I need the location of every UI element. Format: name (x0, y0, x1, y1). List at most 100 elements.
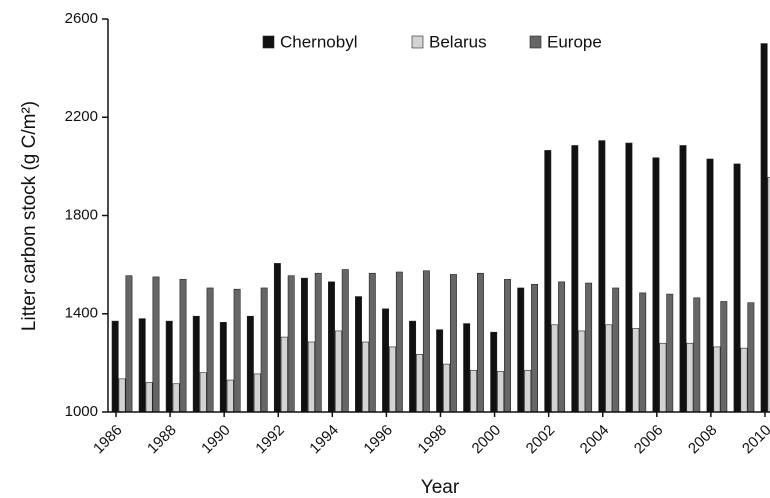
bar (368, 272, 376, 413)
bar (463, 323, 471, 413)
bar (246, 315, 254, 413)
legend-label: Chernobyl (280, 32, 358, 51)
bar (767, 177, 770, 413)
y-axis-title: Litter carbon stock (g C/m²) (19, 101, 40, 331)
bar (598, 140, 606, 413)
bar (334, 330, 342, 413)
bar (477, 272, 484, 413)
x-tick-label: 2010 (739, 422, 770, 458)
bar (253, 373, 261, 413)
bar (720, 301, 728, 413)
bar (199, 372, 207, 413)
bar (300, 277, 308, 413)
bar (639, 292, 647, 413)
bar (287, 275, 295, 413)
bar (625, 142, 633, 413)
bar (679, 145, 687, 413)
bar (632, 328, 640, 413)
bar (551, 324, 559, 413)
bar (307, 341, 315, 413)
bar (273, 263, 281, 413)
x-tick-label: 1998 (414, 422, 450, 458)
x-tick-label: 1992 (252, 422, 288, 458)
legend-label: Belarus (429, 32, 487, 51)
bar (659, 342, 667, 413)
bar (449, 274, 457, 413)
bar (388, 346, 396, 413)
bar (531, 283, 539, 413)
bar (578, 330, 586, 413)
bar (443, 363, 450, 413)
x-tick-label: 1990 (198, 422, 234, 458)
bar (605, 324, 613, 413)
bar (470, 369, 478, 413)
bar (145, 382, 153, 413)
bar (585, 282, 593, 413)
bar (490, 331, 498, 413)
bar (382, 308, 389, 413)
bar (693, 297, 701, 413)
x-tick-label: 2000 (469, 422, 505, 458)
x-tick-label: 2002 (523, 422, 559, 458)
x-tick-label: 1996 (360, 422, 396, 458)
bar (409, 320, 417, 413)
bar (355, 296, 362, 413)
bar (504, 279, 511, 413)
bar (206, 287, 214, 413)
bar (111, 320, 119, 413)
bar (219, 322, 227, 413)
legend-label: Europe (547, 32, 602, 51)
bar (760, 43, 768, 413)
bar (571, 145, 579, 413)
bar (747, 302, 755, 413)
x-tick-label: 1988 (144, 422, 180, 458)
x-tick-label: 2006 (631, 422, 667, 458)
legend-swatch (411, 35, 424, 49)
bar (280, 336, 288, 413)
bar (706, 158, 714, 413)
bar (125, 275, 133, 413)
bar (612, 287, 620, 413)
bar (165, 320, 173, 413)
y-tick-label: 2600 (65, 10, 98, 27)
x-axis-title: Year (421, 477, 460, 498)
bar (341, 269, 349, 413)
bar (517, 287, 525, 413)
x-tick-label: 2004 (577, 422, 613, 458)
bar (138, 318, 146, 413)
bar (314, 272, 322, 413)
bar (497, 371, 505, 413)
bar (152, 276, 160, 413)
bar (686, 342, 694, 413)
bar (172, 383, 180, 413)
bar (713, 346, 721, 413)
bar (192, 315, 200, 413)
bar (666, 293, 674, 413)
bar (395, 271, 403, 413)
bar (179, 279, 187, 413)
bar (422, 270, 430, 413)
bar (226, 379, 234, 413)
bar (652, 157, 660, 413)
bar (233, 288, 241, 413)
x-tick-label: 2008 (685, 422, 721, 458)
legend-swatch (529, 35, 542, 49)
bar (733, 163, 741, 413)
bar (416, 353, 423, 413)
y-tick-label: 1400 (65, 305, 98, 322)
bar (436, 329, 444, 413)
bar (118, 378, 126, 413)
x-tick-label: 1986 (90, 422, 126, 458)
y-tick-label: 1000 (65, 403, 98, 420)
x-tick-label: 1994 (306, 422, 342, 458)
legend-swatch (262, 35, 275, 49)
bar (260, 287, 268, 413)
bar (361, 341, 369, 413)
bar (544, 150, 552, 413)
y-tick-label: 1800 (65, 206, 98, 223)
plot-area (111, 43, 770, 413)
y-tick-label: 2200 (65, 108, 98, 125)
bar (524, 369, 532, 413)
bar (328, 281, 335, 413)
